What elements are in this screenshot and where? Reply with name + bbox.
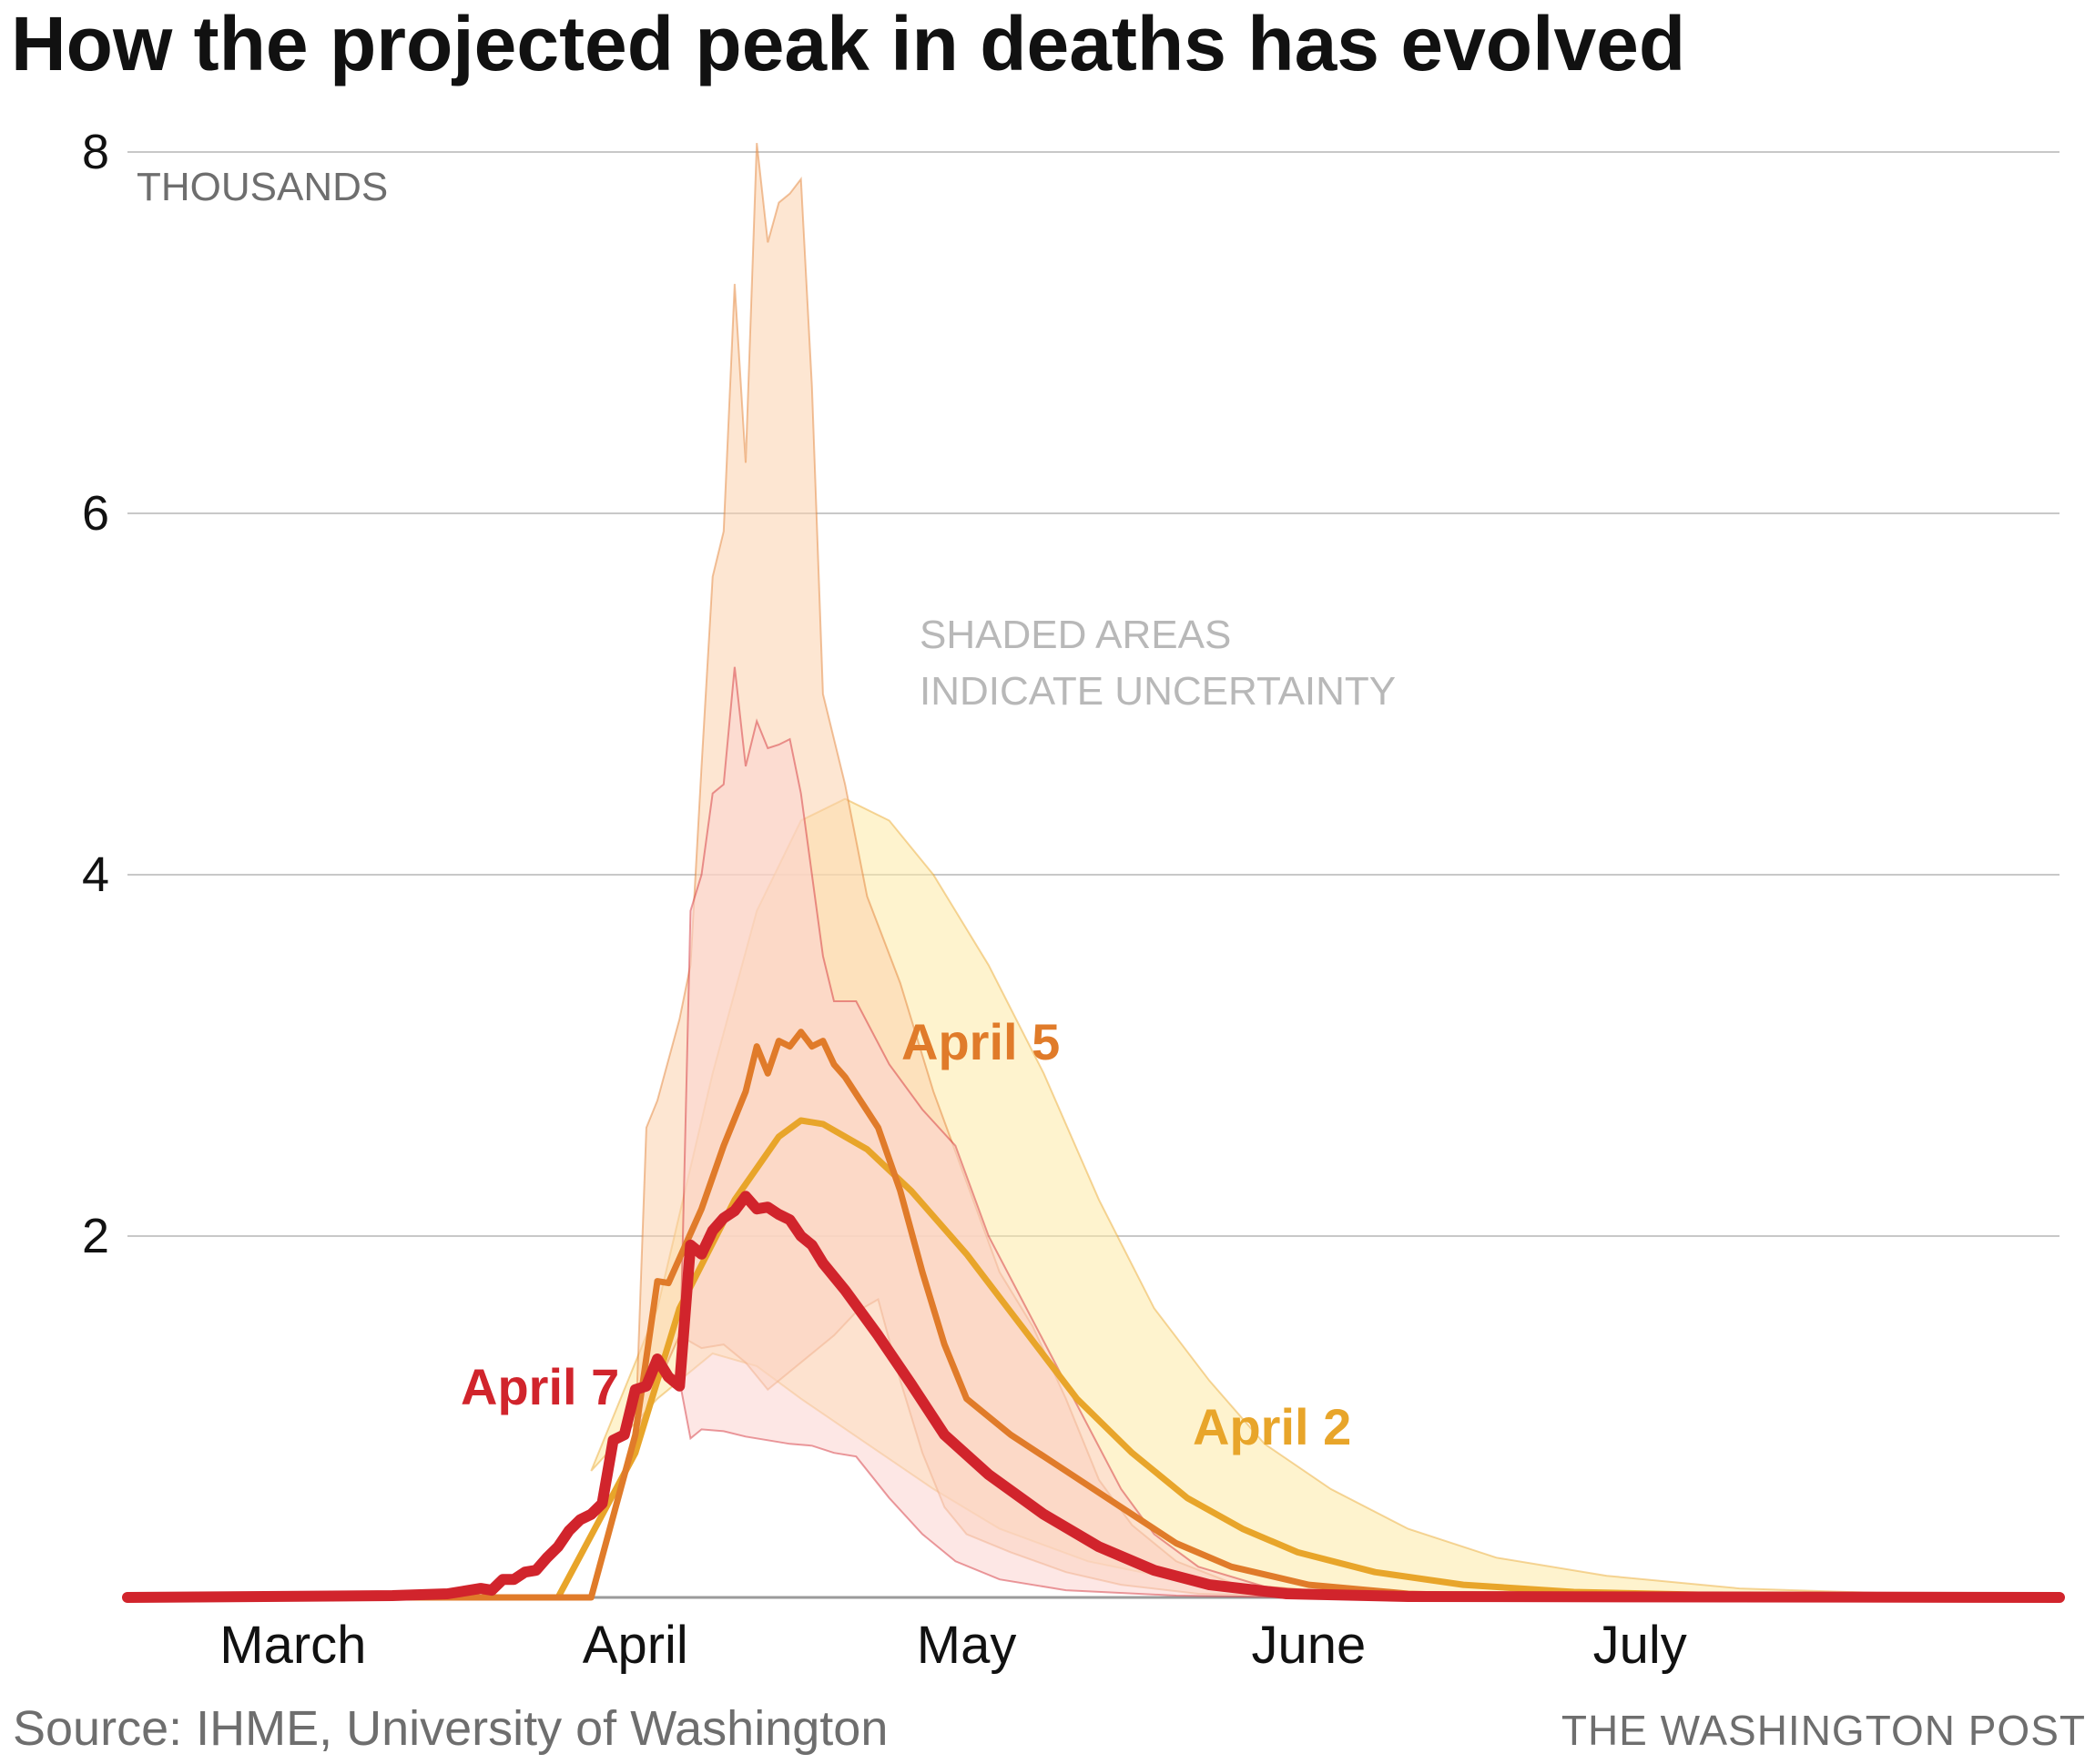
uncertainty-note-line-1: SHADED AREAS — [920, 613, 1231, 657]
x-tick-label-may: May — [917, 1616, 1017, 1675]
chart-title: How the projected peak in deaths has evo… — [11, 1, 1686, 86]
x-tick-label-july: July — [1593, 1616, 1687, 1675]
x-tick-label-june: June — [1252, 1616, 1367, 1675]
y-tick-label-4: 4 — [82, 847, 109, 902]
series-label-april5: April 5 — [901, 1013, 1060, 1070]
y-axis-ticks: 2 4 6 8 — [82, 125, 109, 1263]
x-tick-label-march: March — [219, 1616, 366, 1675]
y-tick-label-6: 6 — [82, 486, 109, 541]
series-line-april5 — [124, 1029, 2063, 1601]
series-label-april7: April 7 — [461, 1358, 619, 1415]
y-unit-label: THOUSANDS — [137, 165, 388, 209]
uncertainty-band-april7 — [678, 666, 2059, 1598]
projection-lines — [122, 1029, 2065, 1603]
uncertainty-note-line-2: INDICATE UNCERTAINTY — [920, 669, 1396, 714]
series-line-april7 — [122, 1191, 2065, 1603]
x-tick-label-april: April — [583, 1616, 688, 1675]
credit-line: THE WASHINGTON POST — [1561, 1707, 2086, 1754]
y-tick-label-8: 8 — [82, 125, 109, 179]
series-label-april2: April 2 — [1193, 1398, 1351, 1455]
x-axis-ticks: March April May June July — [219, 1616, 1686, 1675]
uncertainty-bands — [590, 142, 2060, 1598]
source-note: Source: IHME, University of Washington — [13, 1701, 889, 1756]
y-tick-label-2: 2 — [82, 1209, 109, 1263]
